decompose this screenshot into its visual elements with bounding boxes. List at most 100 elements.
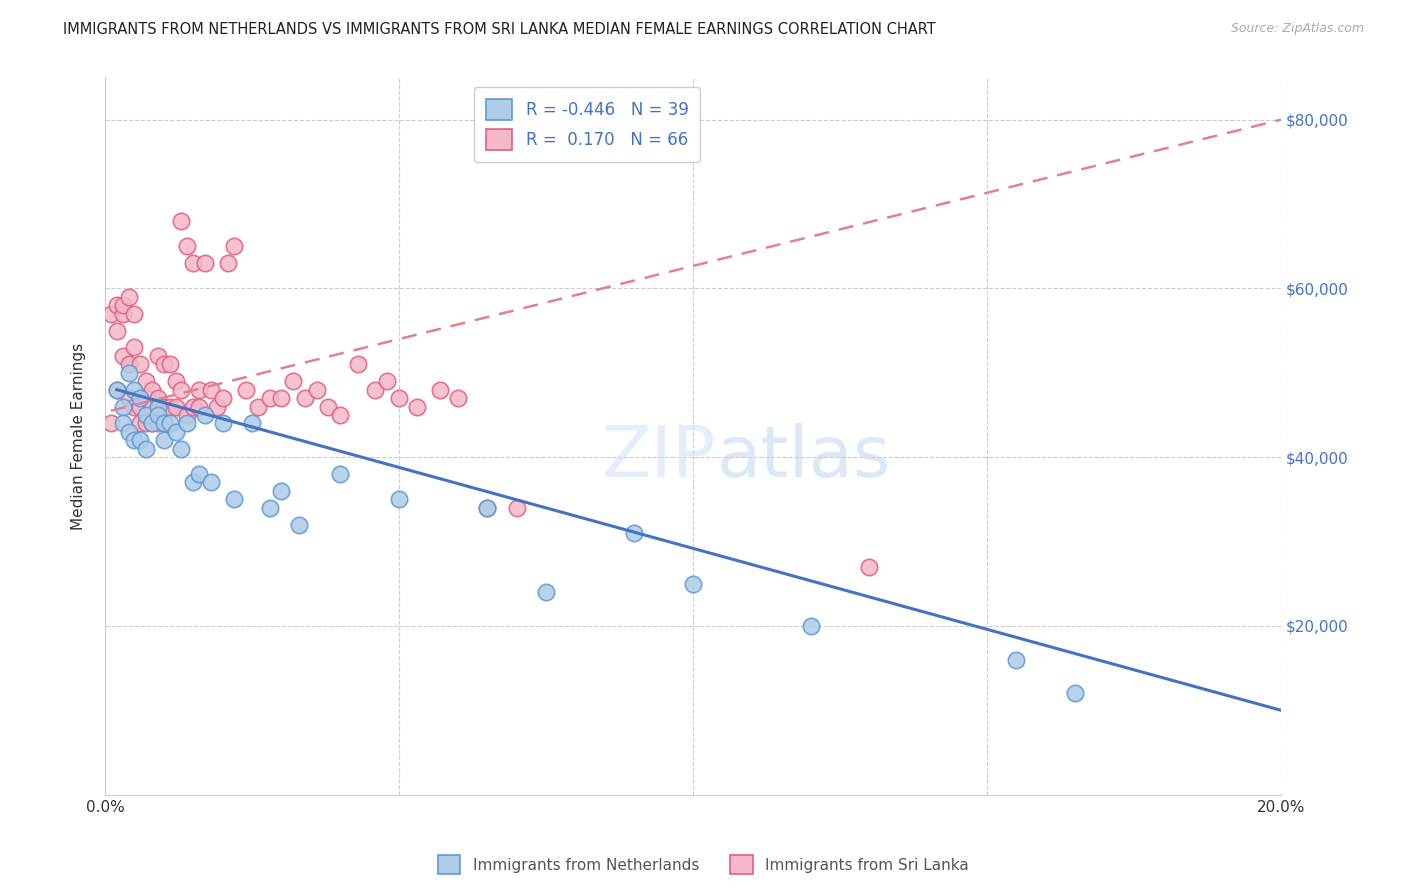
Point bbox=[159, 357, 181, 371]
Point bbox=[181, 256, 204, 270]
Point bbox=[288, 517, 311, 532]
Point bbox=[211, 391, 233, 405]
Point bbox=[329, 408, 352, 422]
Point bbox=[170, 383, 193, 397]
Point bbox=[105, 324, 128, 338]
Point bbox=[135, 408, 157, 422]
Point bbox=[240, 417, 263, 431]
Point bbox=[235, 383, 257, 397]
Point bbox=[105, 383, 128, 397]
Point bbox=[170, 214, 193, 228]
Legend: R = -0.446   N = 39, R =  0.170   N = 66: R = -0.446 N = 39, R = 0.170 N = 66 bbox=[474, 87, 700, 161]
Point bbox=[176, 239, 198, 253]
Text: Source: ZipAtlas.com: Source: ZipAtlas.com bbox=[1230, 22, 1364, 36]
Point bbox=[170, 442, 193, 456]
Point bbox=[124, 307, 146, 321]
Point bbox=[682, 576, 704, 591]
Point bbox=[152, 417, 174, 431]
Point bbox=[105, 298, 128, 312]
Point bbox=[800, 619, 823, 633]
Point bbox=[405, 400, 427, 414]
Point bbox=[218, 256, 240, 270]
Point bbox=[141, 400, 163, 414]
Point bbox=[318, 400, 340, 414]
Point bbox=[388, 492, 411, 507]
Point bbox=[141, 383, 163, 397]
Point bbox=[188, 467, 211, 481]
Point bbox=[176, 408, 198, 422]
Point bbox=[146, 400, 169, 414]
Point bbox=[135, 417, 157, 431]
Point bbox=[105, 383, 128, 397]
Point bbox=[181, 475, 204, 490]
Point bbox=[294, 391, 316, 405]
Point bbox=[111, 400, 134, 414]
Point bbox=[152, 417, 174, 431]
Point bbox=[146, 349, 169, 363]
Point bbox=[165, 400, 187, 414]
Point bbox=[165, 374, 187, 388]
Point bbox=[165, 425, 187, 439]
Point bbox=[188, 383, 211, 397]
Point bbox=[129, 357, 152, 371]
Point bbox=[124, 434, 146, 448]
Point bbox=[124, 400, 146, 414]
Point bbox=[477, 500, 499, 515]
Point bbox=[194, 256, 217, 270]
Point bbox=[623, 526, 645, 541]
Point bbox=[129, 391, 152, 405]
Point bbox=[141, 417, 163, 431]
Point bbox=[305, 383, 328, 397]
Point bbox=[176, 417, 198, 431]
Point bbox=[205, 400, 228, 414]
Point bbox=[129, 417, 152, 431]
Point bbox=[152, 357, 174, 371]
Point bbox=[211, 417, 233, 431]
Point bbox=[141, 417, 163, 431]
Point bbox=[447, 391, 470, 405]
Point bbox=[135, 391, 157, 405]
Point bbox=[135, 442, 157, 456]
Text: ZIP: ZIP bbox=[602, 423, 717, 492]
Point bbox=[1064, 686, 1087, 700]
Point bbox=[146, 408, 169, 422]
Point bbox=[111, 349, 134, 363]
Point bbox=[117, 425, 139, 439]
Y-axis label: Median Female Earnings: Median Female Earnings bbox=[72, 343, 86, 530]
Point bbox=[146, 391, 169, 405]
Point bbox=[117, 290, 139, 304]
Point bbox=[124, 383, 146, 397]
Point bbox=[194, 408, 217, 422]
Point bbox=[200, 475, 222, 490]
Point bbox=[188, 400, 211, 414]
Point bbox=[100, 417, 122, 431]
Point bbox=[111, 307, 134, 321]
Text: IMMIGRANTS FROM NETHERLANDS VS IMMIGRANTS FROM SRI LANKA MEDIAN FEMALE EARNINGS : IMMIGRANTS FROM NETHERLANDS VS IMMIGRANT… bbox=[63, 22, 936, 37]
Point bbox=[111, 298, 134, 312]
Point bbox=[117, 357, 139, 371]
Point bbox=[364, 383, 387, 397]
Point bbox=[152, 400, 174, 414]
Point bbox=[129, 434, 152, 448]
Point bbox=[159, 417, 181, 431]
Point bbox=[270, 391, 292, 405]
Point bbox=[224, 492, 246, 507]
Point bbox=[111, 417, 134, 431]
Point bbox=[259, 500, 281, 515]
Text: atlas: atlas bbox=[717, 423, 891, 492]
Point bbox=[124, 341, 146, 355]
Point bbox=[181, 400, 204, 414]
Point bbox=[146, 417, 169, 431]
Point bbox=[129, 400, 152, 414]
Point bbox=[200, 383, 222, 397]
Point bbox=[246, 400, 269, 414]
Point bbox=[159, 400, 181, 414]
Point bbox=[152, 434, 174, 448]
Point bbox=[224, 239, 246, 253]
Point bbox=[329, 467, 352, 481]
Point bbox=[283, 374, 305, 388]
Point bbox=[375, 374, 398, 388]
Point bbox=[135, 374, 157, 388]
Point bbox=[534, 585, 557, 599]
Point bbox=[100, 307, 122, 321]
